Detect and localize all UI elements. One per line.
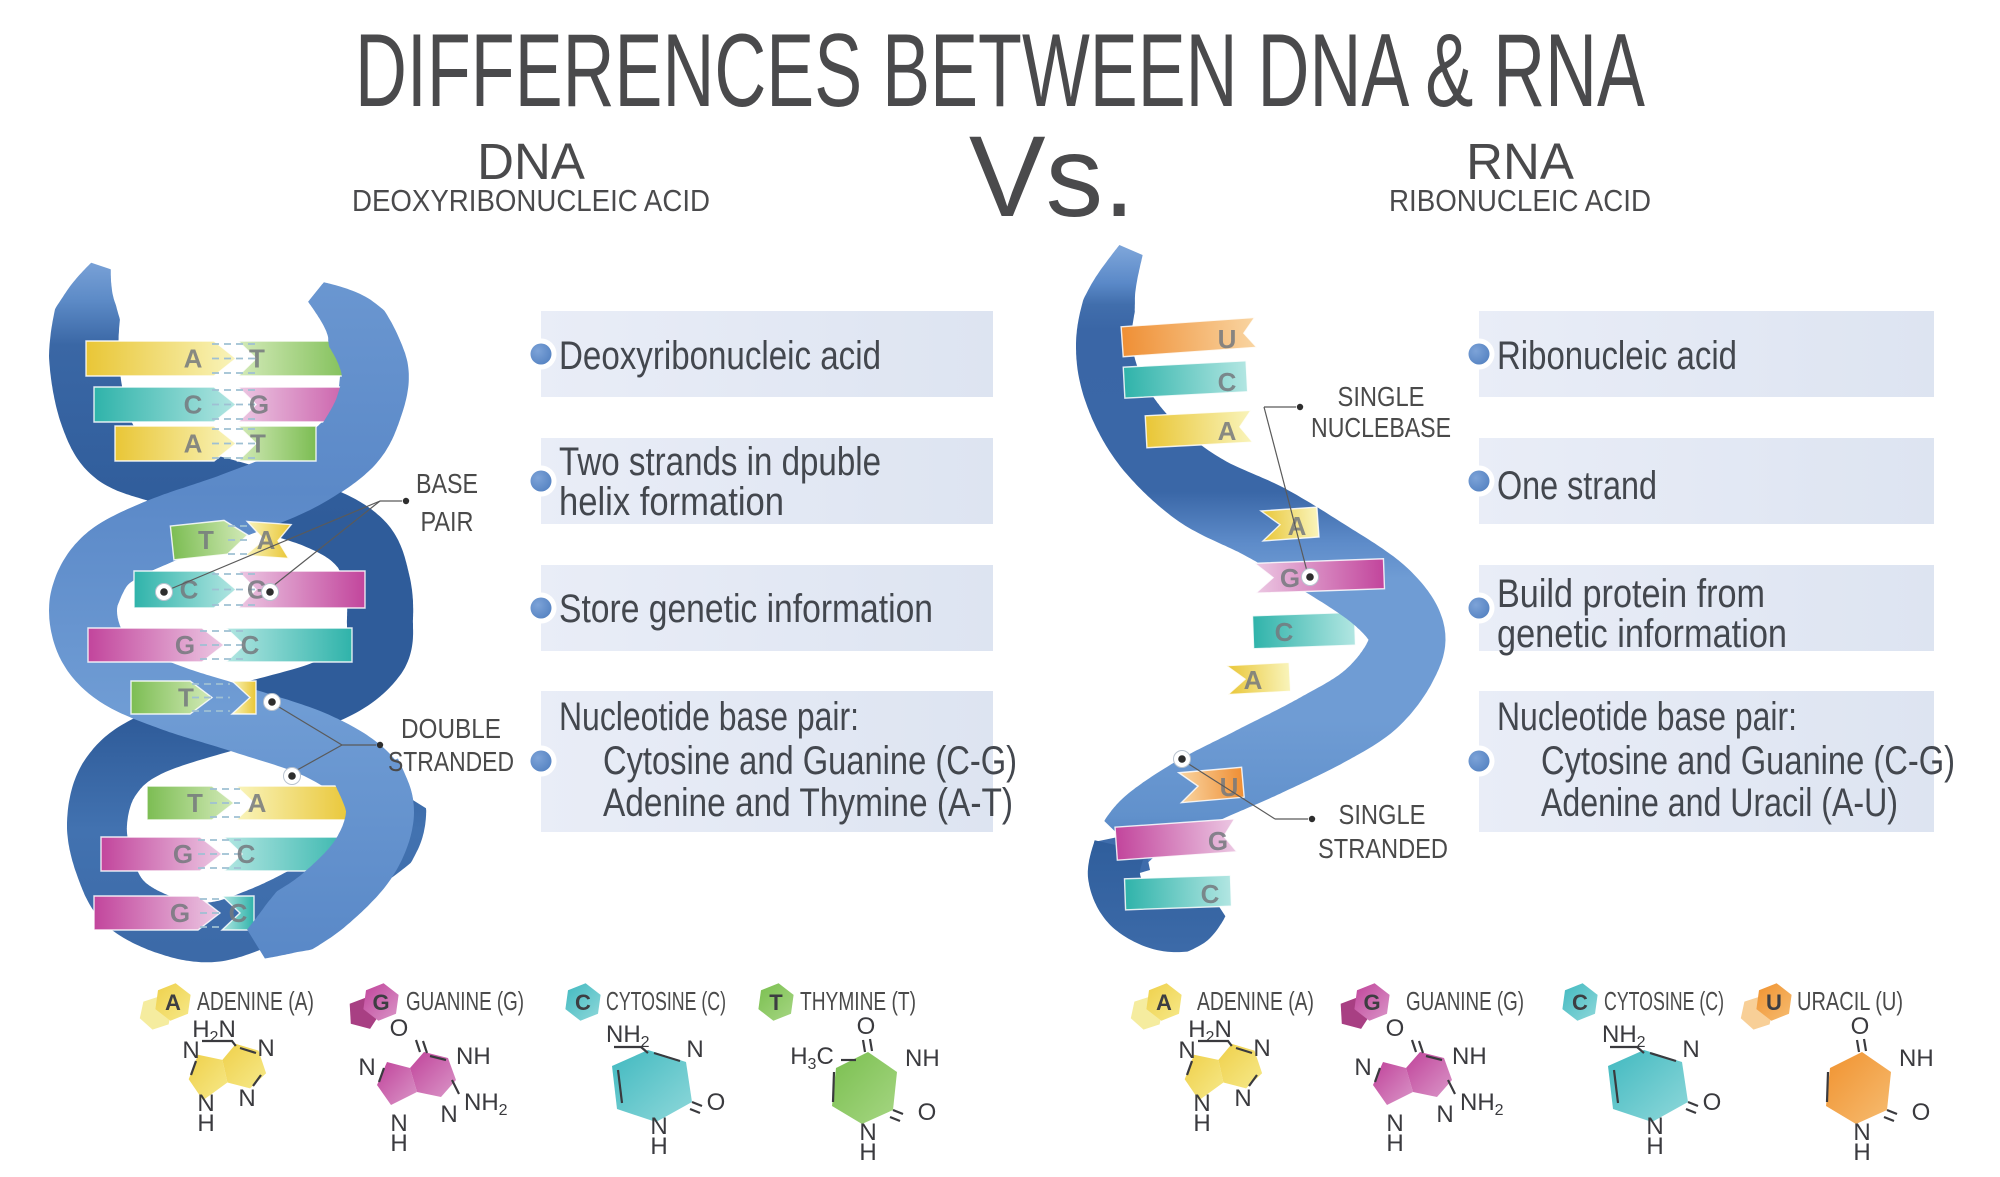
svg-text:SINGLE: SINGLE: [1338, 381, 1425, 412]
svg-text:G: G: [175, 630, 195, 660]
svg-text:T: T: [250, 429, 266, 459]
svg-text:N: N: [358, 1054, 375, 1081]
svg-text:O: O: [857, 1013, 876, 1040]
svg-text:Nucleotide base pair:: Nucleotide base pair:: [1497, 695, 1797, 739]
svg-text:DOUBLE: DOUBLE: [401, 713, 501, 744]
svg-text:DNA: DNA: [477, 133, 585, 190]
svg-text:N: N: [1853, 1119, 1870, 1146]
svg-text:G: G: [170, 898, 190, 928]
svg-text:C: C: [1201, 879, 1220, 909]
svg-text:O: O: [918, 1099, 937, 1126]
svg-text:H: H: [197, 1110, 214, 1137]
svg-text:ADENINE (A): ADENINE (A): [1197, 986, 1314, 1016]
svg-text:Two strands in dpuble: Two strands in dpuble: [559, 440, 881, 484]
svg-text:GUANINE (G): GUANINE (G): [1406, 986, 1524, 1016]
svg-text:H: H: [1853, 1139, 1870, 1166]
svg-text:H: H: [650, 1133, 667, 1160]
svg-text:genetic information: genetic information: [1497, 612, 1787, 656]
svg-text:GUANINE (G): GUANINE (G): [406, 986, 524, 1016]
svg-text:STRANDED: STRANDED: [1318, 833, 1448, 864]
svg-text:N: N: [440, 1101, 457, 1128]
svg-text:U: U: [1766, 990, 1782, 1015]
svg-text:O: O: [1851, 1013, 1870, 1040]
svg-text:C: C: [1275, 617, 1294, 647]
svg-text:G: G: [173, 839, 193, 869]
svg-text:A: A: [1244, 665, 1263, 695]
svg-text:G: G: [1363, 990, 1380, 1015]
svg-text:Nucleotide base pair:: Nucleotide base pair:: [559, 695, 859, 739]
svg-text:H: H: [859, 1139, 876, 1166]
svg-text:T: T: [198, 525, 214, 555]
svg-text:G: G: [1208, 826, 1228, 856]
svg-text:U: U: [1220, 772, 1239, 802]
svg-text:A: A: [248, 788, 267, 818]
svg-text:G: G: [249, 390, 269, 420]
svg-text:A: A: [165, 990, 181, 1015]
svg-text:NH: NH: [905, 1045, 940, 1072]
svg-text:A: A: [184, 344, 203, 374]
svg-text:A: A: [1218, 416, 1237, 446]
svg-text:T: T: [769, 990, 783, 1015]
svg-text:T: T: [178, 683, 194, 713]
svg-text:C: C: [180, 575, 199, 605]
svg-text:NH: NH: [456, 1043, 491, 1070]
svg-text:O: O: [1912, 1099, 1931, 1126]
svg-text:U: U: [1218, 324, 1237, 354]
svg-text:N: N: [686, 1036, 703, 1063]
svg-text:RNA: RNA: [1466, 133, 1574, 190]
svg-text:G: G: [372, 990, 389, 1015]
svg-text:C: C: [229, 898, 248, 928]
svg-text:THYMINE (T): THYMINE (T): [800, 986, 916, 1016]
svg-text:N: N: [182, 1037, 199, 1064]
svg-text:T: T: [187, 788, 203, 818]
svg-text:CYTOSINE (C): CYTOSINE (C): [1604, 986, 1724, 1016]
svg-text:RIBONUCLEIC ACID: RIBONUCLEIC ACID: [1389, 183, 1651, 218]
svg-text:BASE: BASE: [416, 468, 478, 499]
svg-text:G: G: [247, 575, 267, 605]
svg-text:O: O: [390, 1015, 409, 1042]
svg-text:Ribonucleic acid: Ribonucleic acid: [1497, 334, 1737, 378]
svg-text:G: G: [1280, 563, 1300, 593]
svg-text:A: A: [184, 429, 203, 459]
svg-text:Vs.: Vs.: [969, 113, 1135, 241]
svg-text:Adenine and Thymine (A-T): Adenine and Thymine (A-T): [603, 781, 1013, 825]
svg-text:C: C: [237, 839, 256, 869]
svg-text:A: A: [1288, 511, 1307, 541]
svg-text:STRANDED: STRANDED: [388, 746, 514, 777]
svg-text:C: C: [1218, 367, 1237, 397]
svg-text:DEOXYRIBONUCLEIC ACID: DEOXYRIBONUCLEIC ACID: [352, 183, 710, 218]
svg-text:N: N: [650, 1113, 667, 1140]
svg-text:C: C: [241, 630, 260, 660]
svg-text:CYTOSINE (C): CYTOSINE (C): [606, 986, 726, 1016]
svg-text:One strand: One strand: [1497, 464, 1657, 508]
svg-text:SINGLE: SINGLE: [1339, 799, 1426, 830]
svg-text:Cytosine and Guanine (C-G): Cytosine and Guanine (C-G): [1541, 739, 1955, 783]
svg-text:C: C: [575, 990, 591, 1015]
svg-text:Adenine and Uracil (A-U): Adenine and Uracil (A-U): [1541, 781, 1898, 825]
svg-text:ADENINE (A): ADENINE (A): [197, 986, 314, 1016]
svg-text:O: O: [707, 1089, 726, 1116]
svg-text:T: T: [249, 344, 265, 374]
svg-text:N: N: [390, 1110, 407, 1137]
svg-text:PAIR: PAIR: [421, 506, 474, 537]
svg-text:Store genetic information: Store genetic information: [559, 587, 933, 631]
svg-text:A: A: [257, 525, 276, 555]
svg-text:N: N: [859, 1119, 876, 1146]
svg-text:URACIL (U): URACIL (U): [1797, 986, 1903, 1016]
svg-text:N: N: [257, 1035, 274, 1062]
svg-text:C: C: [1572, 990, 1588, 1015]
svg-text:Cytosine and Guanine (C-G): Cytosine and Guanine (C-G): [603, 739, 1017, 783]
svg-text:N: N: [197, 1090, 214, 1117]
svg-text:C: C: [184, 390, 203, 420]
svg-text:A: A: [1156, 990, 1172, 1015]
svg-text:NUCLEBASE: NUCLEBASE: [1311, 412, 1451, 443]
svg-text:NH: NH: [1899, 1045, 1934, 1072]
svg-text:H: H: [390, 1130, 407, 1157]
svg-text:N: N: [238, 1085, 255, 1112]
svg-text:Build protein from: Build protein from: [1497, 572, 1765, 616]
svg-text:DIFFERENCES BETWEEN DNA & RNA: DIFFERENCES BETWEEN DNA & RNA: [355, 13, 1645, 129]
svg-text:helix formation: helix formation: [559, 480, 784, 524]
svg-text:Deoxyribonucleic acid: Deoxyribonucleic acid: [559, 334, 881, 378]
